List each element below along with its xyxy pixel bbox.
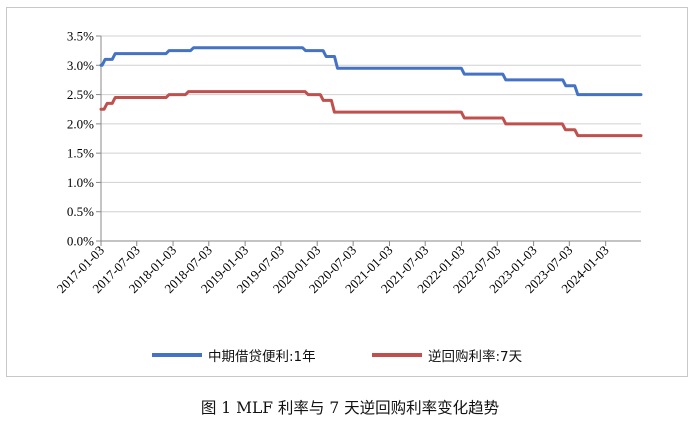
- series-line-mlf: [99, 46, 643, 97]
- chart-frame: [6, 7, 688, 377]
- legend-swatch-mlf: [152, 353, 202, 357]
- y-tick-label: 3.0%: [67, 58, 94, 73]
- legend-label-reverse-repo: 逆回购利率:7天: [428, 349, 523, 365]
- legend-swatch-reverse-repo: [372, 353, 422, 357]
- series-line-reverse-repo: [99, 90, 643, 138]
- figure-caption: 图 1 MLF 利率与 7 天逆回购利率变化趋势: [200, 399, 500, 417]
- line-chart: 0.0%0.5%1.0%1.5%2.0%2.5%3.0%3.5%2017-01-…: [54, 29, 643, 296]
- y-tick-label: 0.5%: [67, 204, 94, 219]
- y-tick-label: 3.5%: [67, 29, 94, 44]
- y-tick-label: 2.5%: [67, 87, 94, 102]
- y-tick-label: 0.0%: [67, 234, 94, 249]
- y-tick-label: 2.0%: [67, 116, 94, 131]
- legend-item-reverse-repo: 逆回购利率:7天: [372, 345, 522, 365]
- y-tick-label: 1.0%: [67, 175, 94, 190]
- y-tick-label: 1.5%: [67, 146, 94, 161]
- legend-item-mlf: 中期借贷便利:1年: [152, 345, 316, 365]
- legend-label-mlf: 中期借贷便利:1年: [208, 349, 316, 365]
- legend: 中期借贷便利:1年 逆回购利率:7天: [0, 345, 700, 365]
